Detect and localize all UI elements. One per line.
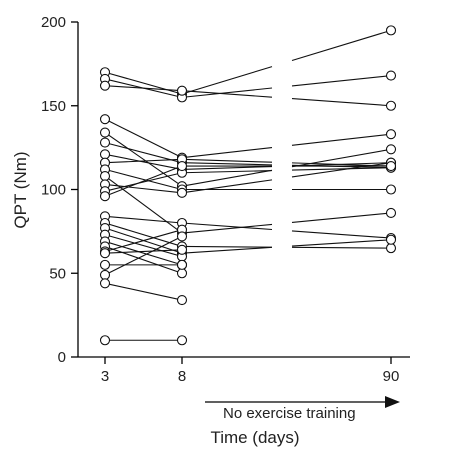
series-segment	[291, 239, 392, 247]
series-segment	[104, 215, 183, 224]
data-point	[99, 80, 111, 91]
series-segment	[291, 246, 392, 249]
series-segment	[181, 90, 273, 98]
data-point	[99, 137, 111, 148]
data-point	[176, 268, 188, 279]
series-segment	[181, 170, 273, 174]
series-segment	[104, 234, 183, 258]
data-point	[385, 234, 397, 245]
data-point	[385, 161, 397, 172]
y-tick-label: 50	[49, 265, 66, 282]
series-segment	[104, 245, 183, 274]
series-segment	[181, 162, 273, 166]
series-segment	[291, 212, 392, 224]
data-point	[99, 269, 111, 280]
y-ticks: 0 50 100 150 200	[41, 14, 78, 366]
data-point	[99, 114, 111, 125]
data-point	[385, 184, 397, 195]
series-segment	[181, 147, 273, 159]
data-point	[99, 127, 111, 138]
data-point	[385, 129, 397, 140]
data-point	[99, 149, 111, 160]
data-point	[176, 244, 188, 255]
series-segment	[104, 229, 183, 253]
y-axis-title: QPT (Nm)	[11, 151, 30, 228]
series-segment	[104, 183, 183, 194]
annotation-arrow-head	[385, 396, 400, 408]
y-tick-label: 150	[41, 98, 66, 115]
data-point	[99, 248, 111, 259]
data-point	[176, 294, 188, 306]
series-segment	[104, 132, 183, 187]
series-segment	[104, 172, 183, 192]
data-point	[99, 191, 111, 202]
series-segment	[104, 158, 183, 164]
y-tick-label: 100	[41, 182, 66, 199]
series-segment	[181, 246, 273, 254]
series-segment	[181, 169, 273, 187]
data-point	[385, 144, 397, 155]
series-segment	[104, 222, 183, 247]
data-point	[385, 70, 397, 81]
series-segment	[104, 235, 183, 276]
series-segment	[104, 142, 183, 164]
data-point	[176, 187, 188, 198]
series-segment	[291, 98, 392, 107]
series-segment	[104, 118, 183, 159]
data-point	[99, 171, 111, 182]
series-lines	[104, 29, 392, 341]
x-tick-label: 8	[178, 368, 186, 385]
x-ticks: 3 8 90	[101, 357, 400, 385]
series-segment	[104, 71, 183, 95]
series-segment	[181, 222, 273, 231]
series-segment	[181, 158, 273, 163]
series-segment	[291, 230, 392, 239]
data-point	[99, 259, 111, 270]
data-point	[176, 161, 188, 172]
series-segment	[104, 175, 183, 234]
series-segment	[181, 87, 273, 98]
series-segment	[104, 249, 183, 254]
data-point	[176, 259, 188, 270]
series-segment	[181, 179, 273, 194]
series-segment	[181, 66, 273, 95]
series-segment	[291, 162, 392, 178]
data-point	[385, 207, 397, 218]
series-segment	[291, 133, 392, 146]
series-segment	[104, 168, 183, 191]
data-point	[176, 85, 188, 96]
series-segment	[291, 167, 392, 171]
data-point	[99, 278, 111, 289]
series-segment	[181, 165, 273, 170]
series-points	[99, 25, 397, 346]
y-tick-label: 200	[41, 14, 66, 31]
x-axis-title: Time (days)	[210, 428, 299, 447]
series-segment	[181, 223, 273, 234]
series-segment	[291, 29, 392, 62]
series-segment	[104, 165, 183, 197]
series-segment	[104, 240, 183, 266]
annotation-label: No exercise training	[223, 405, 356, 422]
data-point	[176, 335, 188, 346]
series-segment	[104, 153, 183, 170]
data-point	[385, 25, 397, 36]
series-segment	[104, 85, 183, 92]
series-segment	[104, 282, 183, 301]
series-segment	[181, 245, 273, 248]
x-tick-label: 90	[383, 368, 400, 385]
series-segment	[291, 75, 392, 87]
data-point	[99, 335, 111, 346]
data-point	[385, 243, 397, 254]
y-tick-label: 0	[58, 349, 66, 366]
x-tick-label: 3	[101, 368, 109, 385]
annotation-group: No exercise training	[205, 396, 400, 422]
data-point	[385, 100, 397, 111]
data-point	[176, 231, 188, 242]
